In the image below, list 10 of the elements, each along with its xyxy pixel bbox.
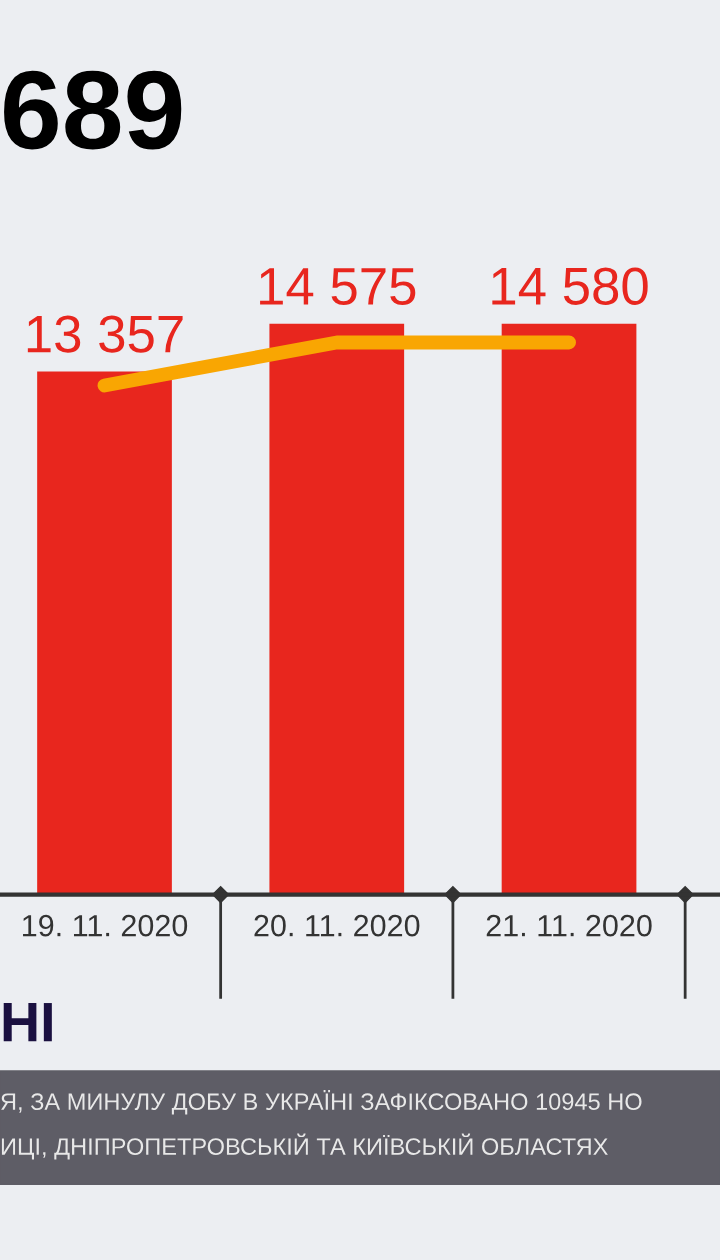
data-label: 14 580: [492, 267, 648, 305]
data-label: 14 575: [260, 268, 416, 306]
x-tick-label: 20. 11. 2020: [254, 914, 420, 937]
x-tick-label: 21. 11. 2020: [486, 914, 652, 937]
text: 689: [4, 70, 182, 150]
x-tick-label: 19. 11. 2020: [23, 914, 188, 937]
text: Я, ЗА МИНУЛУ ДОБУ В УКРАЇНІ ЗАФІКСОВАНО 10945 НО: [1, 1090, 642, 1115]
text: ИЦІ, ДНІПРОПЕТРОВСЬКІЙ ТА КИЇВСЬКІЙ ОБЛАСТЯХ: [1, 1133, 608, 1160]
text: НІ: [3, 1003, 52, 1042]
data-label: 13 357: [27, 315, 183, 353]
